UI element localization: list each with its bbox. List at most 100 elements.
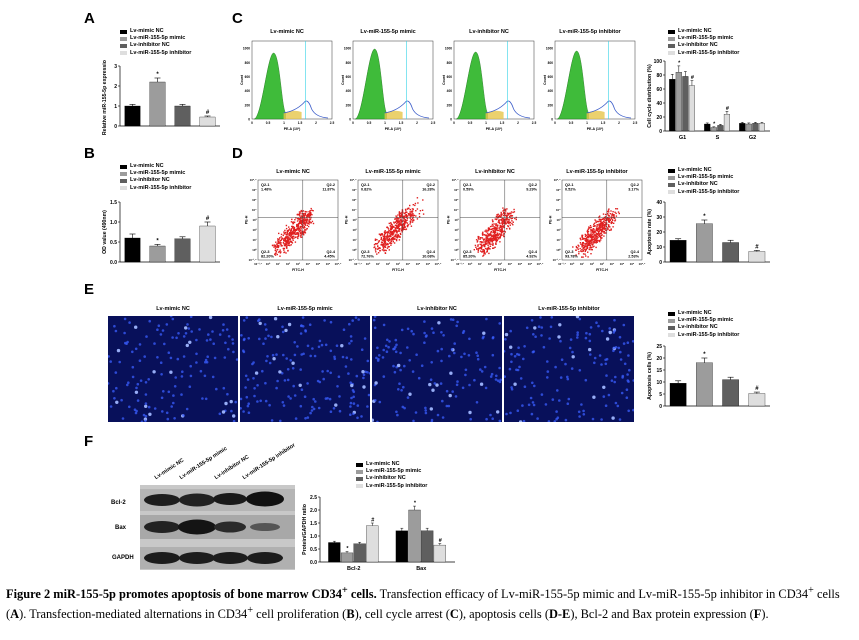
nucleus <box>475 351 478 354</box>
event-dot <box>412 214 414 216</box>
event-dot <box>477 245 479 247</box>
y-tick-label: 600 <box>245 75 251 79</box>
event-dot <box>501 228 503 231</box>
event-dot <box>582 256 584 258</box>
significance-mark: * <box>156 72 159 78</box>
event-dot <box>483 252 485 255</box>
event-dot <box>289 240 291 243</box>
event-dot <box>496 225 499 227</box>
nucleus <box>350 339 353 343</box>
nucleus <box>522 419 526 422</box>
y-tick-label: 10⁰ <box>556 248 561 252</box>
event-dot <box>586 247 589 250</box>
nucleus <box>232 350 235 354</box>
event-dot <box>403 212 405 214</box>
event-dot <box>383 231 386 233</box>
event-dot <box>293 233 296 235</box>
event-dot <box>581 248 583 251</box>
event-dot <box>493 223 495 225</box>
nucleus <box>195 352 198 356</box>
event-dot <box>387 227 389 229</box>
nucleus <box>604 358 607 362</box>
event-dot <box>497 221 499 223</box>
event-dot <box>494 236 496 238</box>
nucleus <box>350 383 354 388</box>
nucleus <box>261 369 264 373</box>
nucleus <box>301 316 305 319</box>
nucleus <box>242 349 245 352</box>
nucleus <box>291 361 295 365</box>
y-tick-label: 800 <box>346 61 352 65</box>
quadrant-name: Q2-1 <box>261 183 269 187</box>
nucleus <box>605 374 608 377</box>
nuclei-layer <box>240 316 370 422</box>
event-dot <box>285 252 287 254</box>
nucleus <box>268 361 272 365</box>
y-tick-label: 10⁻¹·⁴ <box>553 258 561 262</box>
nucleus <box>399 368 402 372</box>
bar <box>722 379 739 407</box>
event-dot <box>287 242 289 245</box>
event-dot <box>591 237 594 239</box>
nucleus <box>423 341 426 344</box>
event-dot <box>290 233 293 235</box>
nucleus <box>195 338 198 342</box>
event-dot <box>483 239 485 241</box>
event-dot <box>399 219 401 221</box>
event-dot <box>496 229 499 232</box>
event-dot <box>488 241 490 243</box>
event-dot <box>591 229 594 231</box>
nucleus <box>362 385 366 389</box>
nucleus <box>300 353 303 356</box>
s-phase-band <box>283 110 302 119</box>
x-tick-label: 2.5 <box>431 121 436 125</box>
nucleus <box>386 338 389 342</box>
nucleus <box>352 390 356 394</box>
nucleus <box>613 318 616 322</box>
y-tick-label: 0 <box>659 260 662 266</box>
nucleus <box>622 342 626 345</box>
event-dot <box>611 214 613 216</box>
event-dot <box>387 236 389 238</box>
nucleus <box>402 385 405 389</box>
nucleus <box>199 369 203 373</box>
event-dot <box>305 220 307 222</box>
event-dot <box>398 217 400 219</box>
nucleus <box>588 332 592 336</box>
event-dot <box>598 239 600 242</box>
event-cloud <box>572 208 620 258</box>
event-dot <box>586 237 589 239</box>
event-dot <box>290 221 293 223</box>
nucleus <box>591 417 595 421</box>
nucleus <box>173 385 177 388</box>
nucleus <box>282 404 286 407</box>
event-dot <box>299 221 301 223</box>
nucleus <box>115 386 118 390</box>
event-dot <box>401 209 404 211</box>
nucleus <box>147 378 150 381</box>
event-dot <box>477 238 480 240</box>
event-dot <box>614 217 616 219</box>
event-dot <box>487 244 489 247</box>
event-dot <box>495 237 497 239</box>
nucleus <box>519 377 523 380</box>
event-dot <box>511 217 514 219</box>
micrograph-title: Lv-miR-155-5p mimic <box>277 306 333 312</box>
legend-b: Lv-mimic NC Lv-miR-155-5p mimic Lv-inhib… <box>120 163 191 192</box>
event-dot <box>476 248 478 250</box>
y-tick-label: 1.0 <box>110 220 117 226</box>
nucleus <box>455 383 459 387</box>
nucleus <box>252 377 255 380</box>
event-dot <box>604 227 607 230</box>
nucleus <box>553 420 557 422</box>
event-dot <box>390 227 392 230</box>
nucleus <box>128 321 131 324</box>
y-axis-label: Count <box>341 74 345 85</box>
event-dot <box>603 228 605 231</box>
dotplot-title: Lv-miR-155-5p inhibitor <box>566 169 628 175</box>
event-dot <box>587 239 589 241</box>
nucleus <box>536 417 539 420</box>
event-dot <box>480 241 482 243</box>
nucleus <box>436 413 440 417</box>
event-dot <box>496 227 499 229</box>
